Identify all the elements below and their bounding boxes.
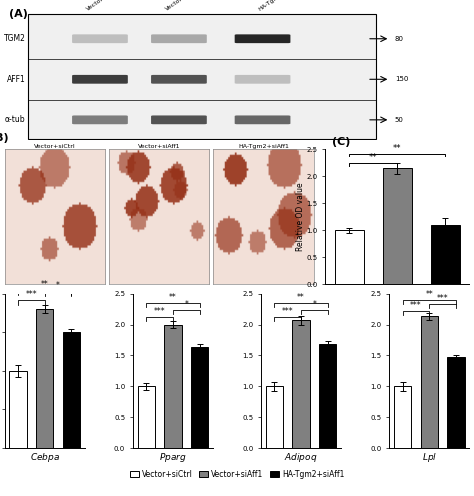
FancyBboxPatch shape [151,75,207,84]
Bar [420,316,438,448]
Bar [266,386,283,448]
Text: 150: 150 [395,76,408,82]
Text: **: ** [297,293,305,302]
Bar [383,168,411,284]
Bar [36,309,54,448]
Text: ***: *** [154,308,165,316]
Text: *: * [184,300,188,309]
Bar [292,320,310,448]
Bar [191,347,208,448]
FancyBboxPatch shape [72,116,128,124]
Text: (A): (A) [9,9,28,19]
Text: 50: 50 [395,117,404,123]
Title: HA-Tgm2+siAff1: HA-Tgm2+siAff1 [238,144,289,149]
Text: **: ** [41,280,49,289]
Bar [447,357,465,448]
Legend: Vector+siCtrl, Vector+siAff1, HA-Tgm2+siAff1: Vector+siCtrl, Vector+siAff1, HA-Tgm2+si… [127,467,347,482]
Text: α-tub: α-tub [5,116,26,124]
Bar [137,386,155,448]
Text: (C): (C) [332,136,351,147]
FancyBboxPatch shape [72,34,128,43]
FancyBboxPatch shape [28,14,376,139]
FancyBboxPatch shape [235,34,291,43]
Bar [335,230,364,284]
Text: *: * [312,300,316,309]
FancyBboxPatch shape [151,34,207,43]
X-axis label: $\it{Pparg}$: $\it{Pparg}$ [159,451,187,464]
Bar [164,324,182,448]
Text: *: * [56,281,60,290]
Text: **: ** [393,144,401,153]
Bar [394,386,411,448]
Text: Vector+siCtrl: Vector+siCtrl [85,0,122,12]
Text: TGM2: TGM2 [4,34,26,43]
X-axis label: $\it{Cebpa}$: $\it{Cebpa}$ [30,451,60,464]
FancyBboxPatch shape [72,75,128,84]
Bar [319,344,337,448]
Text: ***: *** [410,301,422,310]
FancyBboxPatch shape [235,75,291,84]
Text: Vector+siAff1: Vector+siAff1 [164,0,202,12]
FancyBboxPatch shape [151,116,207,124]
Text: (B): (B) [0,132,9,142]
Title: Vector+siCtrl: Vector+siCtrl [34,144,76,149]
Bar [9,371,27,448]
Text: **: ** [169,293,177,302]
Text: HA-Tgm2+siAff1: HA-Tgm2+siAff1 [257,0,302,12]
Y-axis label: Relative OD value: Relative OD value [296,183,305,251]
Text: ***: *** [26,290,37,299]
X-axis label: $\it{Adipoq}$: $\it{Adipoq}$ [284,451,318,464]
Text: **: ** [369,153,377,162]
Title: Vector+siAff1: Vector+siAff1 [138,144,181,149]
Text: ***: *** [282,308,293,316]
FancyBboxPatch shape [235,116,291,124]
Text: **: ** [425,290,433,299]
X-axis label: $\it{Lpl}$: $\it{Lpl}$ [422,451,437,464]
Bar [431,225,460,284]
Text: 80: 80 [395,36,404,42]
Text: ***: *** [437,294,448,303]
Bar [63,332,80,448]
Text: AFF1: AFF1 [7,75,26,84]
